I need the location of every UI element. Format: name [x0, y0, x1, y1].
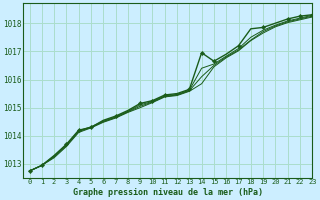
- X-axis label: Graphe pression niveau de la mer (hPa): Graphe pression niveau de la mer (hPa): [73, 188, 263, 197]
